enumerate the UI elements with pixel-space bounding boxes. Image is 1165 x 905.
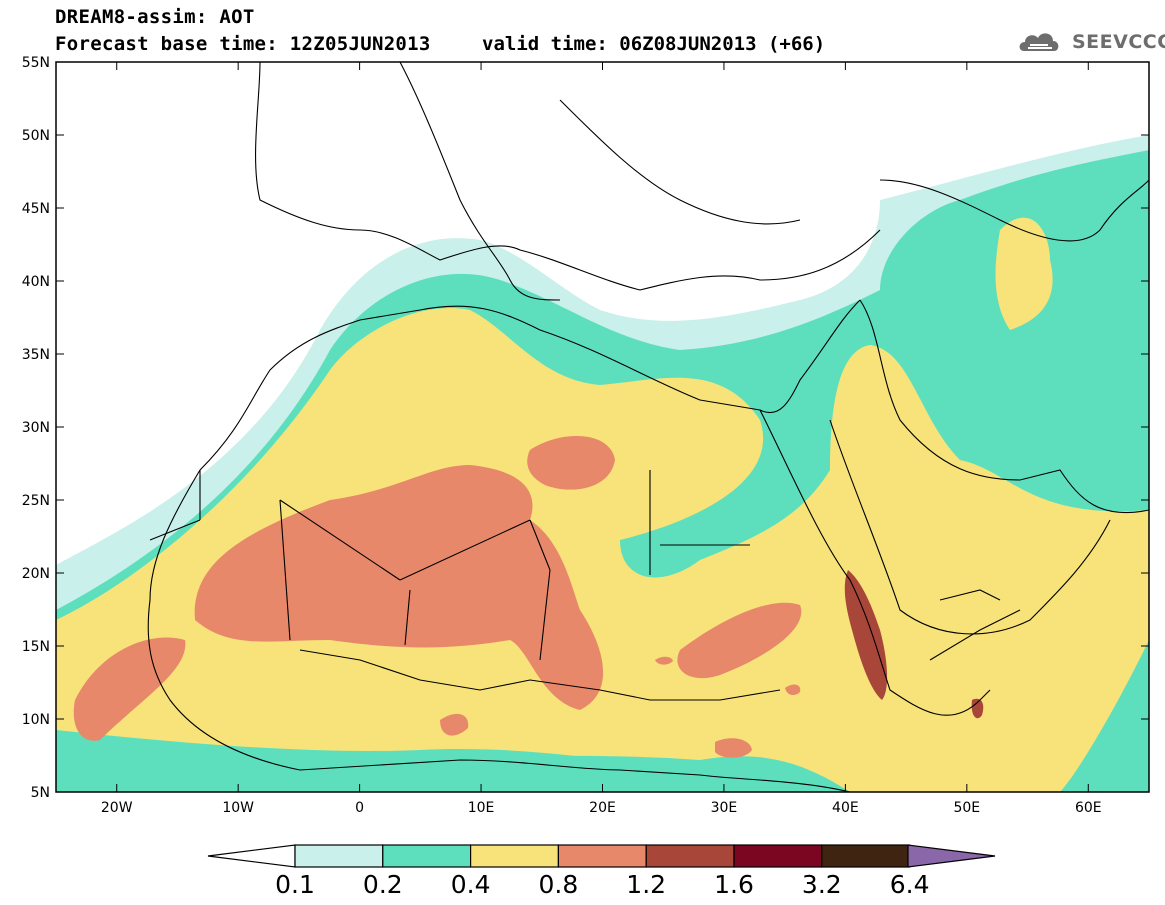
lon-label: 50E bbox=[953, 800, 980, 816]
lon-label: 60E bbox=[1075, 800, 1102, 816]
aot-band-1.2-1.6 bbox=[844, 570, 888, 700]
aot-band-0.8-1.2 bbox=[194, 465, 604, 710]
colorbar-level-label: 1.6 bbox=[714, 870, 754, 899]
lat-label: 30N bbox=[22, 420, 50, 436]
lat-label: 20N bbox=[22, 566, 50, 582]
valid-time: valid time: 06Z08JUN2013 (+66) bbox=[482, 33, 826, 55]
lat-label: 45N bbox=[22, 201, 50, 217]
forecast-base-time: Forecast base time: 12Z05JUN2013 bbox=[55, 33, 431, 55]
lat-label: 25N bbox=[22, 493, 50, 509]
colorbar-level-label: 0.8 bbox=[538, 870, 579, 899]
lat-label: 10N bbox=[22, 712, 50, 728]
map-title: DREAM8-assim: AOT bbox=[55, 6, 255, 28]
seevccc-logo bbox=[1019, 33, 1059, 51]
coastlines bbox=[147, 62, 1149, 792]
lon-label: 20W bbox=[101, 800, 133, 816]
colorbar-level-label: 1.2 bbox=[626, 870, 667, 899]
lat-label: 15N bbox=[22, 639, 50, 655]
lat-label: 40N bbox=[22, 274, 50, 290]
lon-label: 30E bbox=[711, 800, 738, 816]
colorbar-level-label: 0.1 bbox=[275, 870, 315, 899]
lon-label: 10W bbox=[222, 800, 254, 816]
lat-label: 50N bbox=[22, 128, 50, 144]
lat-label: 5N bbox=[31, 785, 50, 801]
cloud-icon bbox=[1019, 33, 1059, 51]
lat-label: 55N bbox=[22, 55, 50, 71]
colorbar-level-label: 6.4 bbox=[889, 870, 930, 899]
colorbar-level-label: 3.2 bbox=[801, 870, 842, 899]
logo-text: SEEVCCC bbox=[1072, 31, 1165, 53]
lat-label: 35N bbox=[22, 347, 50, 363]
lon-label: 0 bbox=[355, 800, 364, 816]
colorbar-level-label: 0.2 bbox=[362, 870, 403, 899]
colorbar-level-label: 0.4 bbox=[450, 870, 491, 899]
lon-label: 10E bbox=[468, 800, 495, 816]
lon-label: 40E bbox=[832, 800, 859, 816]
lon-label: 20E bbox=[589, 800, 616, 816]
